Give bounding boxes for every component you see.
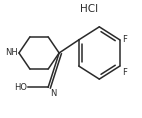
Text: F: F xyxy=(123,35,128,44)
Text: HCl: HCl xyxy=(80,4,98,14)
Text: NH: NH xyxy=(5,48,18,57)
Text: HO: HO xyxy=(14,83,27,92)
Text: N: N xyxy=(50,89,56,98)
Text: F: F xyxy=(123,68,128,77)
